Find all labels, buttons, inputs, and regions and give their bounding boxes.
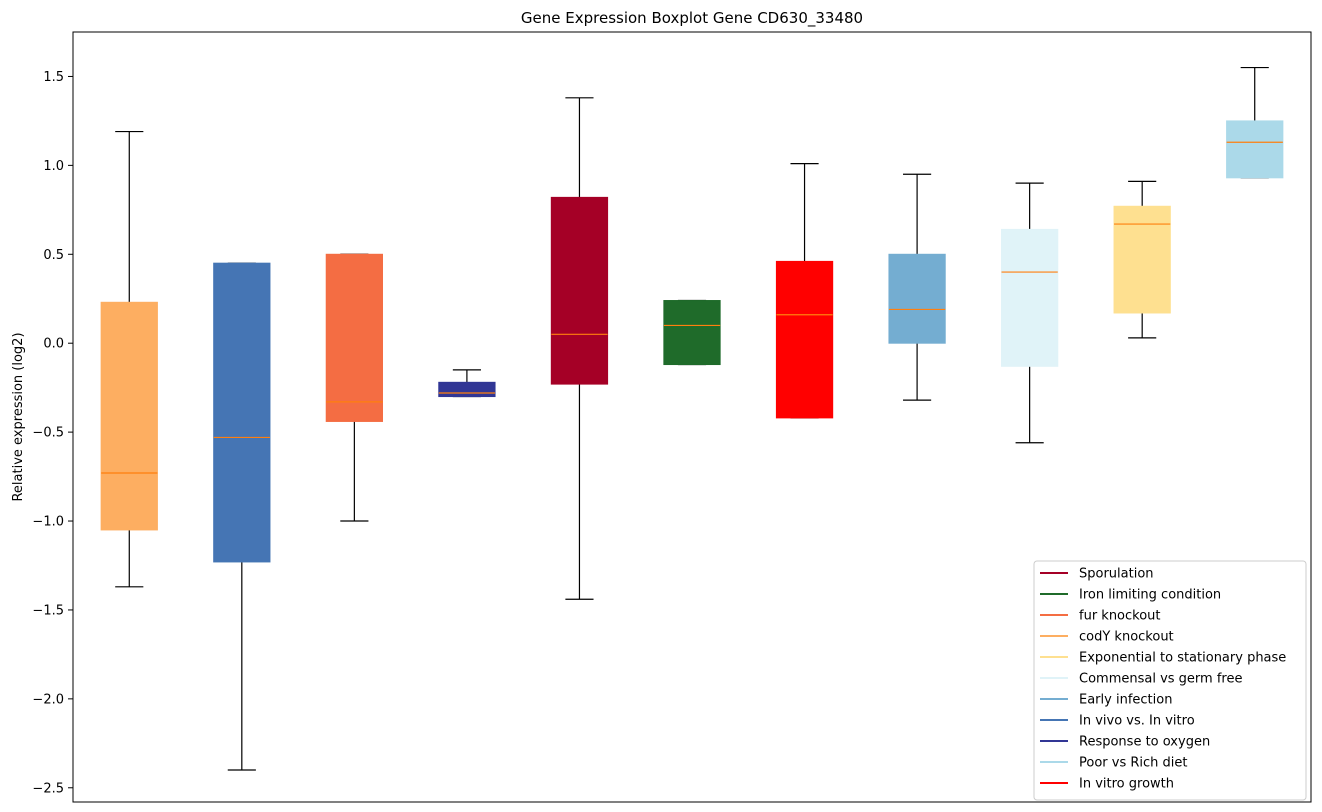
legend-label: Early infection (1079, 693, 1172, 708)
legend-label: Poor vs Rich diet (1079, 756, 1187, 771)
y-tick-label: −1.5 (32, 603, 64, 618)
box (438, 381, 496, 398)
box (888, 253, 946, 344)
chart-title: Gene Expression Boxplot Gene CD630_33480 (521, 9, 863, 28)
plot-frame (72, 31, 1312, 803)
legend-label: In vitro growth (1079, 777, 1174, 792)
box (1226, 120, 1284, 179)
box (775, 260, 834, 419)
box (550, 196, 609, 385)
box-group (100, 130, 158, 588)
legend-label: Iron limiting condition (1079, 588, 1221, 603)
box-group (438, 369, 496, 398)
plot-area (100, 66, 1284, 771)
legend-label: Commensal vs germ free (1079, 672, 1242, 687)
y-axis: −2.5 −2.0 −1.5 −1.0 −0.5 0.0 0.5 1.0 1.5 (32, 31, 1312, 803)
box (325, 253, 383, 422)
y-tick-label: 1.0 (43, 159, 64, 174)
box-group (213, 262, 271, 771)
legend-label: fur knockout (1079, 609, 1161, 624)
y-tick-label: 0.5 (43, 248, 64, 263)
box-group (1226, 66, 1284, 179)
box-group (888, 173, 946, 401)
legend-label: Exponential to stationary phase (1079, 651, 1286, 666)
y-tick-label: −2.5 (32, 781, 64, 796)
legend-label: In vivo vs. In vitro (1079, 714, 1195, 729)
y-axis-label: Relative expression (log2) (11, 332, 26, 501)
box-group (1113, 180, 1171, 339)
box (100, 301, 158, 531)
box-group (325, 253, 383, 522)
legend-label: Response to oxygen (1079, 735, 1210, 750)
box (213, 262, 271, 563)
box (1113, 205, 1171, 314)
box-group (550, 97, 609, 600)
y-tick-label: 1.5 (43, 70, 64, 85)
box (1001, 228, 1059, 367)
legend-box (1033, 560, 1307, 801)
box-group (663, 299, 721, 366)
legend-label: codY knockout (1079, 630, 1174, 645)
box-group (1001, 182, 1059, 444)
y-tick-label: −0.5 (32, 426, 64, 441)
legend-label: Sporulation (1079, 567, 1154, 582)
y-tick-label: −1.0 (32, 515, 64, 530)
box (663, 300, 721, 366)
y-tick-label: 0.0 (43, 337, 64, 352)
box-group (775, 162, 834, 419)
y-tick-label: −2.0 (32, 692, 64, 707)
legend: Sporulation Iron limiting condition fur kn… (1033, 560, 1307, 801)
